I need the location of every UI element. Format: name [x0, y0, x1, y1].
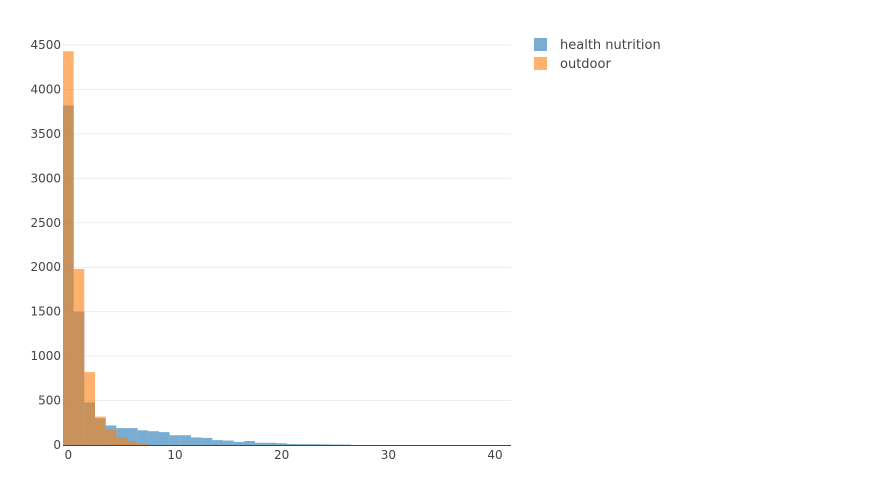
bar-health-nutrition [127, 428, 138, 445]
bar-outdoor [95, 416, 106, 445]
bar-health-nutrition [159, 432, 170, 445]
y-tick-label: 4000 [30, 82, 61, 96]
bar-health-nutrition [116, 428, 127, 445]
legend-label-outdoor: outdoor [560, 57, 611, 72]
bar-health-nutrition [169, 435, 181, 445]
bar-health-nutrition [233, 441, 245, 445]
y-tick-label: 500 [38, 394, 61, 408]
x-tick-label: 0 [65, 448, 73, 462]
bar-outdoor [105, 429, 117, 445]
bar-health-nutrition [308, 444, 319, 445]
bar-health-nutrition [201, 437, 213, 445]
legend-swatch-outdoor [534, 57, 547, 70]
bar-health-nutrition [212, 440, 223, 445]
bar-outdoor [137, 443, 149, 445]
series-outdoor [63, 51, 149, 445]
y-axis-ticks: 0 500 1000 1500 2000 2500 3000 3500 4000 4500 [30, 38, 61, 452]
bar-outdoor [127, 441, 138, 445]
x-tick-label: 20 [274, 448, 289, 462]
bar-outdoor [116, 437, 127, 445]
legend-swatch-health-nutrition [534, 38, 547, 51]
grid-lines [63, 44, 511, 402]
x-axis-ticks: 0 10 20 30 40 [65, 448, 503, 462]
x-tick-label: 30 [381, 448, 396, 462]
bar-health-nutrition [255, 442, 266, 445]
bar-outdoor [63, 51, 74, 445]
y-tick-label: 3500 [30, 127, 61, 141]
x-tick-label: 40 [487, 448, 502, 462]
bar-outdoor [73, 269, 85, 445]
bar-health-nutrition [329, 444, 341, 445]
bar-outdoor [84, 372, 95, 445]
y-tick-label: 1500 [30, 305, 61, 319]
bar-health-nutrition [276, 443, 287, 445]
legend-label-health-nutrition: health nutrition [560, 38, 661, 53]
series-health-nutrition [63, 105, 351, 445]
legend: health nutrition outdoor [534, 38, 661, 72]
x-tick-label: 10 [167, 448, 182, 462]
bar-health-nutrition [137, 430, 149, 445]
bar-health-nutrition [180, 435, 191, 445]
bar-health-nutrition [244, 441, 255, 445]
y-tick-label: 1000 [30, 349, 61, 363]
bar-health-nutrition [148, 431, 159, 445]
y-tick-label: 3000 [30, 171, 61, 185]
bar-health-nutrition [223, 440, 234, 445]
bar-health-nutrition [297, 444, 309, 445]
bar-health-nutrition [319, 444, 330, 445]
bar-health-nutrition [191, 437, 202, 445]
bar-health-nutrition [287, 443, 298, 445]
y-tick-label: 0 [53, 438, 61, 452]
y-tick-label: 4500 [30, 38, 61, 52]
bar-health-nutrition [265, 442, 277, 445]
y-tick-label: 2000 [30, 260, 61, 274]
y-tick-label: 2500 [30, 216, 61, 230]
